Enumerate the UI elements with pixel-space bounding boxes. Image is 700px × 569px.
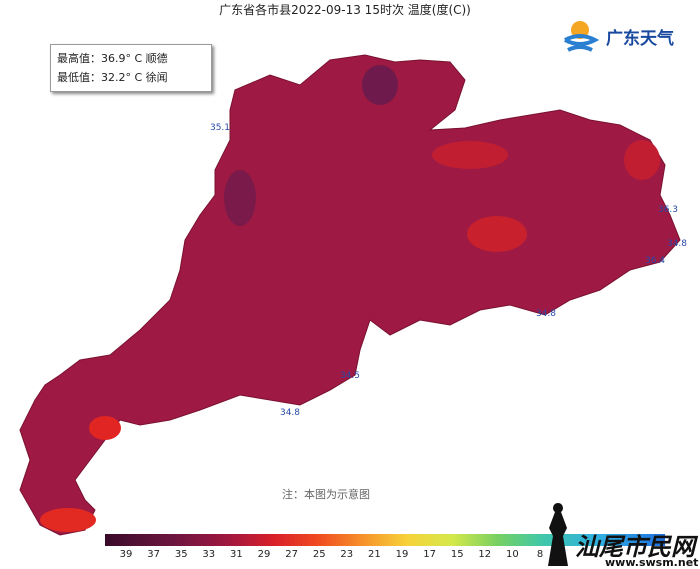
watermark-figure <box>548 503 568 566</box>
colorbar-tick-label: 35 <box>175 549 188 560</box>
extremes-box: 最高值：36.9° C 顺德 最低值：32.2° C 徐闻 <box>50 44 212 92</box>
note: 注：本图为示意图 <box>282 487 370 501</box>
temperature-label: 34.8 <box>536 309 556 319</box>
colorbar-tick-label: 33 <box>202 549 215 560</box>
hot-zone <box>362 65 398 105</box>
temperature-label: 34.8 <box>280 408 300 418</box>
watermark-text: 汕尾市民网 <box>575 533 699 561</box>
colorbar-tick-label: 31 <box>230 549 243 560</box>
colorbar-tick-label: 8 <box>537 549 543 560</box>
colorbar-tick-label: 17 <box>423 549 436 560</box>
colorbar-tick-label: 15 <box>451 549 464 560</box>
province-shape <box>19 54 681 536</box>
hot-zone <box>467 216 527 252</box>
logo-text: 广东天气 <box>606 28 674 49</box>
hot-zone <box>40 508 96 532</box>
colorbar-tick-label: 12 <box>478 549 491 560</box>
colorbar-tick-label: 29 <box>258 549 271 560</box>
hot-zone <box>432 141 508 169</box>
temperature-label: 34.5 <box>340 371 360 381</box>
colorbar-tick-label: 21 <box>368 549 381 560</box>
hot-zone <box>224 170 256 226</box>
watermark-url: www.swsm.net <box>605 556 698 569</box>
temperature-label: 36.3 <box>658 205 678 215</box>
colorbar-tick-label: 23 <box>340 549 353 560</box>
temperature-label: 35.1 <box>210 123 230 133</box>
title: 广东省各市县2022-09-13 15时次 温度(度(C)) <box>219 2 471 17</box>
colorbar-tick-label: 27 <box>285 549 298 560</box>
colorbar-tick-label: 25 <box>313 549 326 560</box>
colorbar-tick-label: 37 <box>147 549 160 560</box>
max-value: 最高值：36.9° C 顺德 <box>57 52 168 65</box>
colorbar-tick-label: 19 <box>396 549 409 560</box>
hot-zone <box>89 416 121 440</box>
temperature-label: 34.8 <box>667 239 687 249</box>
hot-zone <box>624 140 660 180</box>
temperature-label: 36.4 <box>645 256 665 266</box>
logo-wave <box>564 34 600 52</box>
colorbar <box>105 534 665 546</box>
colorbar-tick-label: 10 <box>506 549 519 560</box>
colorbar-tick-label: 39 <box>120 549 133 560</box>
min-value: 最低值：32.2° C 徐闻 <box>57 71 168 84</box>
